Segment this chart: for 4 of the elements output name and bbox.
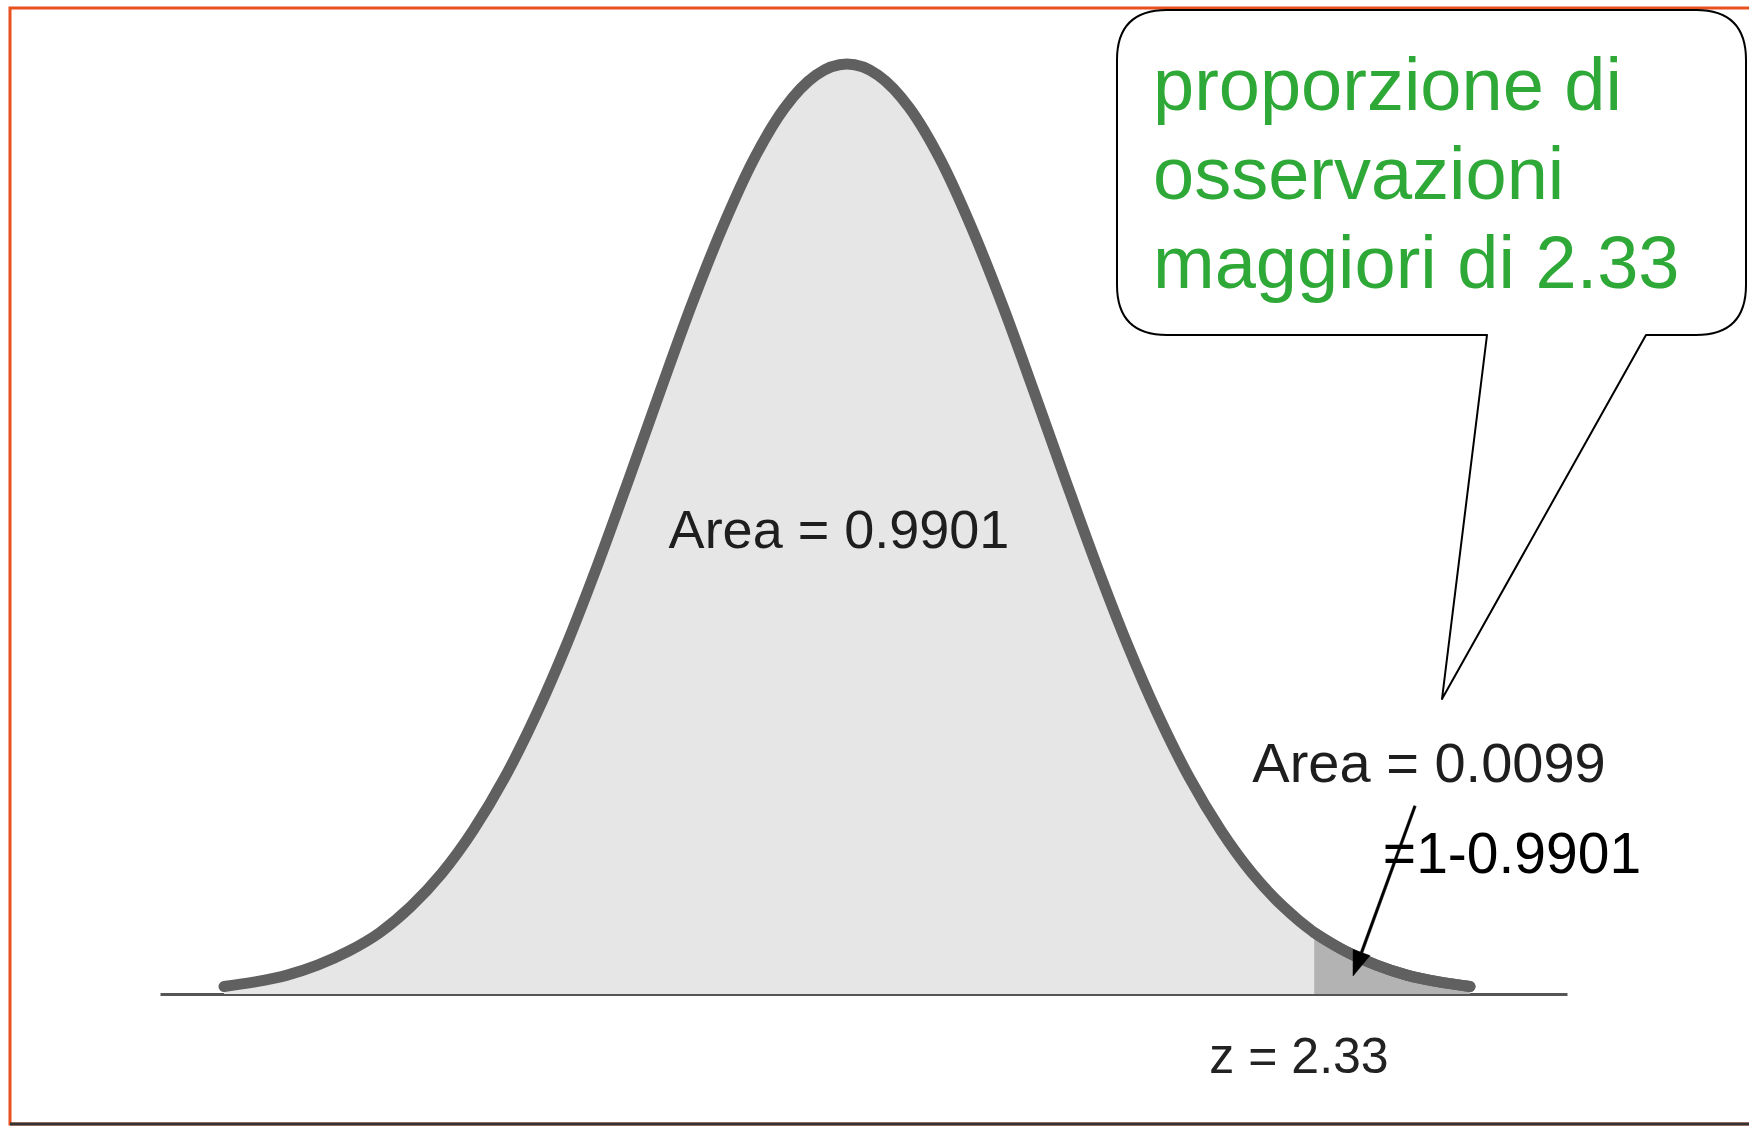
annotation: proporzione di osservazioni maggiori di 2.33 [1153,43,1680,304]
text: z = 2.33 [1209,1028,1389,1084]
annotation: Area = 0.9901 [668,499,1010,559]
annotation: Area = 0.0099 [1252,731,1606,794]
